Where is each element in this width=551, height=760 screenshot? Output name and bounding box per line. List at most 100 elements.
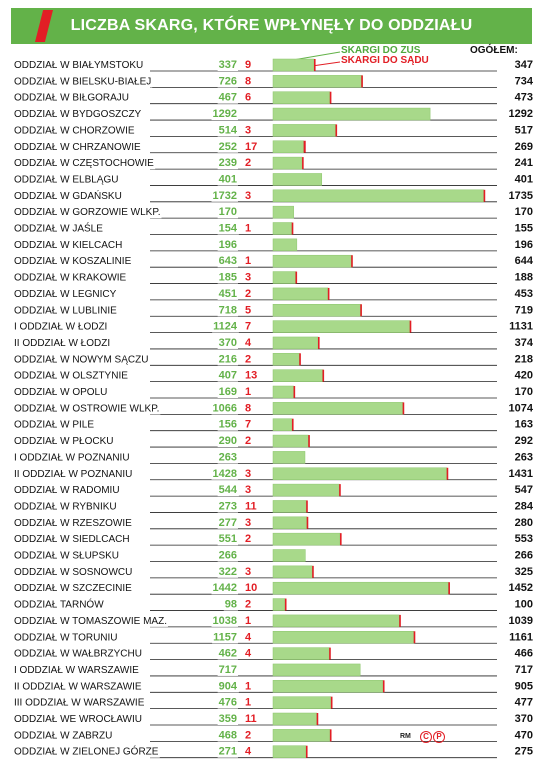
chart-row: ODDZIAŁ W SIEDLCACH 551 2 553 xyxy=(13,532,534,546)
text-backing xyxy=(217,386,238,398)
total-value-label: 644 xyxy=(515,255,534,267)
copyright-p-icon: P xyxy=(433,731,445,743)
chart-row: ODDZIAŁ W GORZOWIE WLKP. 170 170 xyxy=(13,205,534,219)
office-label: ODDZIAŁ W BIŁGORAJU xyxy=(14,93,129,104)
text-backing xyxy=(13,207,162,219)
office-label: ODDZIAŁ W BYDGOSZCZY xyxy=(14,109,142,120)
court-value-label: 2 xyxy=(245,353,251,365)
office-label: ODDZIAŁ W OLSZTYNIE xyxy=(14,371,128,382)
text-backing xyxy=(217,451,238,464)
text-backing xyxy=(513,484,534,497)
text-backing xyxy=(13,664,141,676)
court-value-label: 8 xyxy=(245,75,251,87)
chart-row: ODDZIAŁ W SZCZECINIE 1442 10 1452 xyxy=(13,581,534,595)
text-backing xyxy=(13,697,146,709)
text-backing xyxy=(513,255,535,268)
total-value-label: 1039 xyxy=(509,615,533,627)
bar-zus xyxy=(272,385,294,399)
text-backing xyxy=(13,632,119,644)
bar-zus xyxy=(272,451,306,464)
text-backing xyxy=(13,354,150,366)
text-backing xyxy=(13,730,114,742)
text-backing xyxy=(13,158,156,170)
legend-zus-label: SKARGI DO ZUS xyxy=(341,45,421,56)
copyright-c-icon: C xyxy=(420,731,432,743)
text-backing xyxy=(212,320,239,333)
text-backing xyxy=(513,386,534,398)
text-backing xyxy=(507,108,534,121)
office-label: ODDZIAŁ W KRAKOWIE xyxy=(14,273,127,284)
office-label: ODDZIAŁ W SŁUPSKU xyxy=(14,551,119,562)
text-backing xyxy=(513,549,534,562)
chart-row: ODDZIAŁ W BIAŁYMSTOKU 337 9 347 xyxy=(13,58,534,72)
bar-zus xyxy=(272,483,340,497)
text-backing xyxy=(211,189,238,202)
chart-row: ODDZIAŁ W SŁUPSKU 266 266 xyxy=(13,549,534,562)
bar-zus xyxy=(272,500,307,513)
text-backing xyxy=(513,157,534,170)
text-backing xyxy=(513,713,534,725)
bar-court xyxy=(483,189,486,202)
court-value-label: 1 xyxy=(245,680,251,692)
total-value-label: 453 xyxy=(515,288,533,300)
total-value-label: 269 xyxy=(515,141,533,153)
chart-row: II ODDZIAŁ W ŁODZI 370 4 374 xyxy=(13,336,535,350)
text-backing xyxy=(217,206,238,219)
text-backing xyxy=(13,744,160,758)
text-backing xyxy=(217,271,238,284)
text-backing xyxy=(13,419,96,431)
bar-zus xyxy=(272,124,336,137)
zus-value-label: 290 xyxy=(219,435,237,447)
bar-court xyxy=(303,140,306,153)
court-value-label: 2 xyxy=(245,157,251,169)
court-value-label: 1 xyxy=(245,223,251,235)
total-value-label: 547 xyxy=(515,484,533,496)
bar-zus xyxy=(272,189,484,203)
text-backing xyxy=(211,614,238,627)
text-backing xyxy=(508,631,534,644)
text-backing xyxy=(513,680,534,693)
bar-zus xyxy=(272,107,431,121)
text-backing xyxy=(513,451,534,464)
total-value-label: 466 xyxy=(515,648,533,660)
text-backing xyxy=(13,174,120,186)
text-backing xyxy=(13,436,115,448)
text-backing xyxy=(13,597,106,611)
chart-row: ODDZIAŁ W ZIELONEJ GÓRZE 271 4 275 xyxy=(13,744,534,759)
zus-value-label: 551 xyxy=(219,533,237,545)
total-value-label: 170 xyxy=(515,206,533,218)
text-backing xyxy=(217,238,238,251)
text-backing xyxy=(513,173,534,186)
chart-row: ODDZIAŁ W OSTROWIE WLKP. 1066 8 1074 xyxy=(13,402,535,415)
text-backing xyxy=(13,256,133,268)
bar-court xyxy=(291,222,294,235)
zus-value-label: 169 xyxy=(219,386,237,398)
office-label: ODDZIAŁ W CHRZANOWIE xyxy=(14,142,141,153)
text-backing xyxy=(513,91,534,104)
court-value-label: 2 xyxy=(245,435,251,447)
zus-value-label: 643 xyxy=(219,255,237,267)
court-value-label: 4 xyxy=(245,648,252,660)
bar-court xyxy=(306,516,309,529)
text-backing xyxy=(217,304,238,317)
text-backing xyxy=(217,729,238,742)
zus-value-label: 337 xyxy=(219,59,237,71)
text-backing xyxy=(513,435,534,448)
zus-value-label: 239 xyxy=(219,157,237,169)
bar-court xyxy=(399,614,401,627)
legend-zus-pointer xyxy=(292,51,341,61)
office-label: ODDZIAŁ W NOWYM SĄCZU xyxy=(14,354,148,365)
court-value-label: 3 xyxy=(245,124,251,136)
chart-row: II ODDZIAŁ W WARSZAWIE 904 1 905 xyxy=(13,680,534,693)
office-label: ODDZIAŁ W GORZOWIE WLKP. xyxy=(14,207,161,218)
bar-zus xyxy=(272,745,307,758)
text-backing xyxy=(13,321,109,333)
zus-value-label: 451 xyxy=(219,288,237,300)
bar-zus xyxy=(272,320,410,333)
zus-value-label: 462 xyxy=(219,648,237,660)
bar-court xyxy=(299,353,301,366)
total-value-label: 1161 xyxy=(509,631,533,643)
text-backing xyxy=(211,108,238,121)
text-backing xyxy=(13,714,143,725)
chart-row: I ODDZIAŁ W WARSZAWIE 717 717 xyxy=(13,663,534,677)
